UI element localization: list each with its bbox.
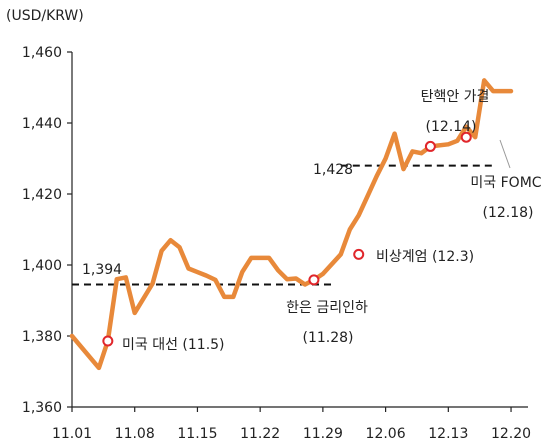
event-label-impeachment: 탄핵안 가결	[421, 89, 490, 105]
x-tick-label: 11.29	[303, 426, 343, 442]
y-tick-label: 1,420	[22, 187, 62, 203]
unit-label: (USD/KRW)	[6, 8, 84, 24]
event-label-bok-cut: 한은 금리인하	[286, 300, 368, 316]
event-label-us-election: 미국 대선 (11.5)	[122, 337, 225, 353]
x-tick-label: 12.13	[428, 426, 468, 442]
event-marker	[424, 140, 436, 152]
x-tick-label: 11.08	[115, 426, 155, 442]
y-tick-label: 1,380	[22, 329, 62, 345]
event-label-fomc: 미국 FOMC	[470, 175, 541, 191]
event-marker	[102, 335, 114, 347]
event-date-bok-cut: (11.28)	[302, 330, 353, 346]
x-tick-label: 11.22	[240, 426, 280, 442]
event-label-martial-law: 비상계엄 (12.3)	[376, 249, 474, 265]
y-tick-label: 1,460	[22, 45, 62, 61]
event-date-fomc: (12.18)	[482, 205, 533, 221]
y-tick-label: 1,400	[22, 258, 62, 274]
series-line	[69, 78, 514, 371]
x-axis-tick-labels: 11.01 11.08 11.15 11.22 11.29 12.06 12.13 12.20	[52, 407, 531, 442]
reference-label-1394: 1,394	[82, 262, 122, 278]
event-layer	[102, 131, 472, 347]
series-layer	[69, 78, 514, 371]
x-tick-label: 11.01	[52, 426, 92, 442]
reference-lines	[72, 164, 494, 286]
reference-label-1428: 1,428	[313, 162, 353, 178]
x-tick-label: 11.15	[177, 426, 217, 442]
fomc-leader-line	[499, 139, 511, 169]
event-date-impeachment: (12.14)	[425, 119, 476, 135]
event-marker	[308, 274, 320, 286]
y-tick-label: 1,360	[22, 400, 62, 416]
y-axis-tick-labels: 1,460 1,440 1,420 1,400 1,380 1,360	[22, 45, 72, 416]
event-marker	[460, 131, 472, 143]
x-tick-label: 12.06	[366, 426, 406, 442]
x-tick-label: 12.20	[491, 426, 531, 442]
y-tick-label: 1,440	[22, 116, 62, 132]
event-marker	[353, 248, 365, 260]
